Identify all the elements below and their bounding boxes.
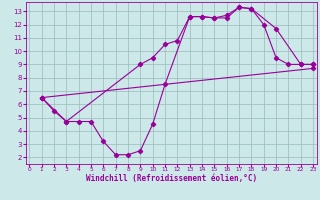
X-axis label: Windchill (Refroidissement éolien,°C): Windchill (Refroidissement éolien,°C) [86,174,257,183]
